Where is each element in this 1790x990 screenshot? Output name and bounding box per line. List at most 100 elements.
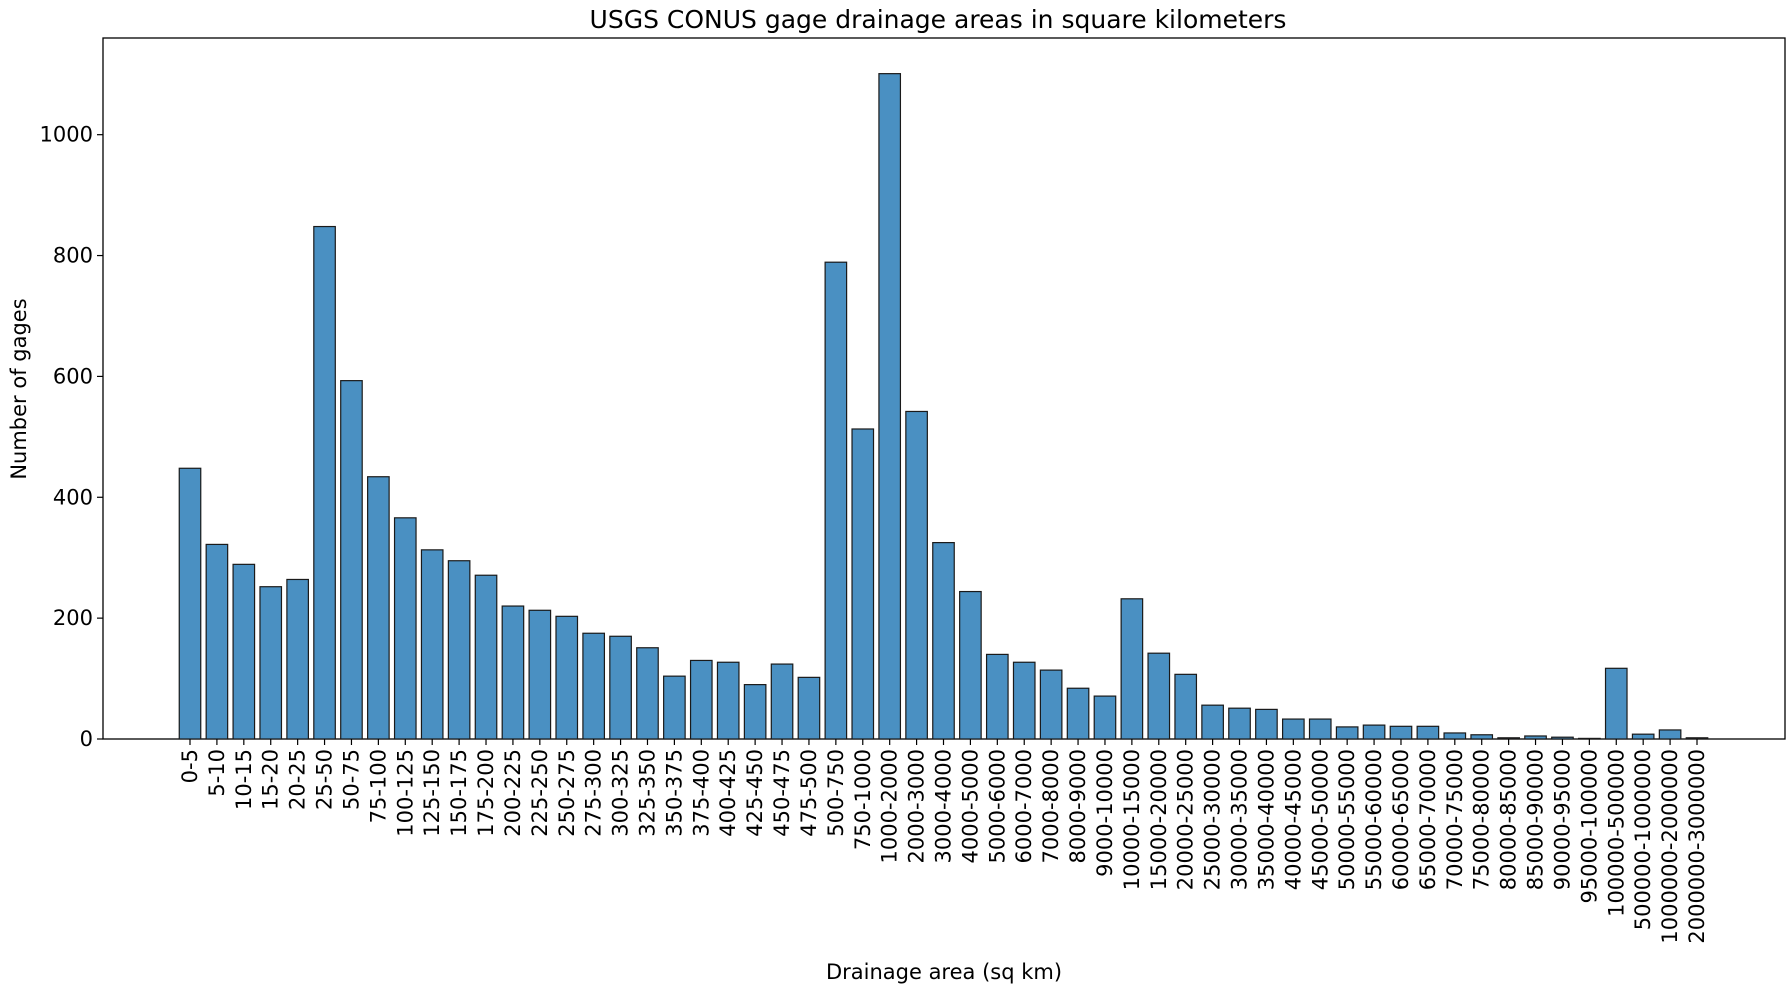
bar-7000-8000 xyxy=(1039,669,1063,740)
bar-75-100 xyxy=(367,476,390,740)
x-tick-label: 425-450 xyxy=(743,749,767,837)
bar-1000-2000 xyxy=(878,73,902,740)
bar-50-75 xyxy=(340,380,363,740)
x-tick-label: 225-250 xyxy=(528,749,552,837)
x-tick-label: 50000-55000 xyxy=(1335,749,1359,890)
bar-85000-90000 xyxy=(1524,735,1547,740)
y-tick-label: 600 xyxy=(53,364,93,388)
bar-175-200 xyxy=(474,574,498,740)
bar-25000-30000 xyxy=(1201,704,1224,740)
x-tick-label: 75000-80000 xyxy=(1470,749,1494,890)
bar-125-150 xyxy=(420,549,444,740)
bar-8000-9000 xyxy=(1066,687,1090,740)
x-tick-label: 150-175 xyxy=(447,749,471,837)
x-tick-label: 25-50 xyxy=(313,749,337,810)
x-tick-label: 0-5 xyxy=(178,749,202,783)
bar-65000-70000 xyxy=(1416,725,1440,740)
x-tick-label: 500-750 xyxy=(824,749,848,837)
bar-200-225 xyxy=(501,605,525,740)
y-axis: 0 200 400 600 800 1000 xyxy=(40,123,103,751)
bar-20-25 xyxy=(286,578,309,740)
x-tick-label: 10-15 xyxy=(232,749,256,810)
bar-75000-80000 xyxy=(1470,734,1494,740)
x-tick-label: 5000-6000 xyxy=(985,749,1009,863)
bar-750-1000 xyxy=(851,428,875,740)
y-tick-label: 0 xyxy=(80,727,93,751)
x-tick-label: 100000-500000 xyxy=(1604,749,1628,917)
bar-300-325 xyxy=(609,635,632,740)
x-tick-label: 500000-1000000 xyxy=(1631,749,1655,930)
y-axis-label: Number of gages xyxy=(7,298,31,479)
bar-60000-65000 xyxy=(1389,725,1413,740)
x-tick-label: 40000-45000 xyxy=(1281,749,1305,890)
x-axis: 0-5 5-10 10-15 15-20 20-25 25-50 50-75 75-100 10… xyxy=(178,739,1709,944)
bar-375-400 xyxy=(689,659,713,740)
bar-3000-4000 xyxy=(932,541,955,740)
bar-275-300 xyxy=(582,632,606,740)
bar-90000-95000 xyxy=(1551,736,1574,740)
x-tick-label: 750-1000 xyxy=(851,749,875,850)
y-tick-label: 1000 xyxy=(40,123,93,147)
x-tick-label: 60000-65000 xyxy=(1389,749,1413,890)
x-tick-label: 9000-10000 xyxy=(1093,749,1117,877)
y-tick-label: 800 xyxy=(53,244,93,268)
x-tick-label: 20000-25000 xyxy=(1174,749,1198,890)
x-tick-label: 1000000-2000000 xyxy=(1658,749,1682,944)
x-tick-label: 35000-40000 xyxy=(1254,749,1278,890)
bar-20000-25000 xyxy=(1174,673,1198,740)
x-tick-label: 6000-7000 xyxy=(1012,749,1036,863)
x-tick-label: 95000-100000 xyxy=(1577,749,1601,904)
bar-35000-40000 xyxy=(1255,708,1278,740)
x-tick-label: 25000-30000 xyxy=(1201,749,1225,890)
x-tick-label: 80000-85000 xyxy=(1497,749,1521,890)
bar-15-20 xyxy=(259,586,283,740)
bar-5000-6000 xyxy=(985,653,1009,740)
x-tick-label: 100-125 xyxy=(393,749,417,837)
x-tick-label: 450-475 xyxy=(770,749,794,837)
x-tick-label: 20-25 xyxy=(286,749,310,810)
x-tick-label: 8000-9000 xyxy=(1066,749,1090,863)
bar-350-375 xyxy=(663,675,686,740)
bar-95000-100000 xyxy=(1578,737,1601,740)
x-tick-label: 3000-4000 xyxy=(932,749,956,863)
bar-10-15 xyxy=(232,563,256,740)
x-tick-label: 65000-70000 xyxy=(1416,749,1440,890)
x-tick-label: 90000-95000 xyxy=(1550,749,1574,890)
bar-30000-35000 xyxy=(1228,707,1251,740)
x-tick-label: 70000-75000 xyxy=(1443,749,1467,890)
bar-45000-50000 xyxy=(1308,718,1332,740)
bar-0-5 xyxy=(178,467,202,740)
x-tick-label: 300-325 xyxy=(609,749,633,837)
bar-450-475 xyxy=(770,663,794,740)
bar-9000-10000 xyxy=(1093,695,1117,740)
x-axis-label: Drainage area (sq km) xyxy=(826,960,1062,984)
x-tick-label: 5-10 xyxy=(205,749,229,797)
x-tick-label: 4000-5000 xyxy=(958,749,982,863)
bar-70000-75000 xyxy=(1443,732,1467,740)
x-tick-label: 125-150 xyxy=(420,749,444,837)
bar-6000-7000 xyxy=(1012,661,1036,740)
x-tick-label: 325-350 xyxy=(635,749,659,837)
y-tick-label: 200 xyxy=(53,606,93,630)
x-tick-label: 15-20 xyxy=(259,749,283,810)
x-tick-label: 200-225 xyxy=(501,749,525,837)
chart-title: USGS CONUS gage drainage areas in square… xyxy=(590,5,1287,34)
bar-225-250 xyxy=(528,609,552,740)
x-tick-label: 375-400 xyxy=(689,749,713,837)
bar-500-750 xyxy=(824,261,848,740)
bar-325-350 xyxy=(636,647,659,740)
x-tick-label: 45000-50000 xyxy=(1308,749,1332,890)
x-tick-label: 175-200 xyxy=(474,749,498,837)
x-tick-label: 10000-15000 xyxy=(1120,749,1144,890)
bar-50000-55000 xyxy=(1335,726,1359,740)
bar-2000000-3000000 xyxy=(1685,737,1709,740)
bar-500000-1000000 xyxy=(1631,733,1655,740)
x-tick-label: 30000-35000 xyxy=(1228,749,1252,890)
y-tick-label: 400 xyxy=(53,485,93,509)
bar-150-175 xyxy=(447,560,471,740)
x-tick-label: 2000-3000 xyxy=(905,749,929,863)
bar-100-125 xyxy=(393,517,417,740)
x-tick-label: 7000-8000 xyxy=(1039,749,1063,863)
x-tick-label: 50-75 xyxy=(339,749,363,810)
